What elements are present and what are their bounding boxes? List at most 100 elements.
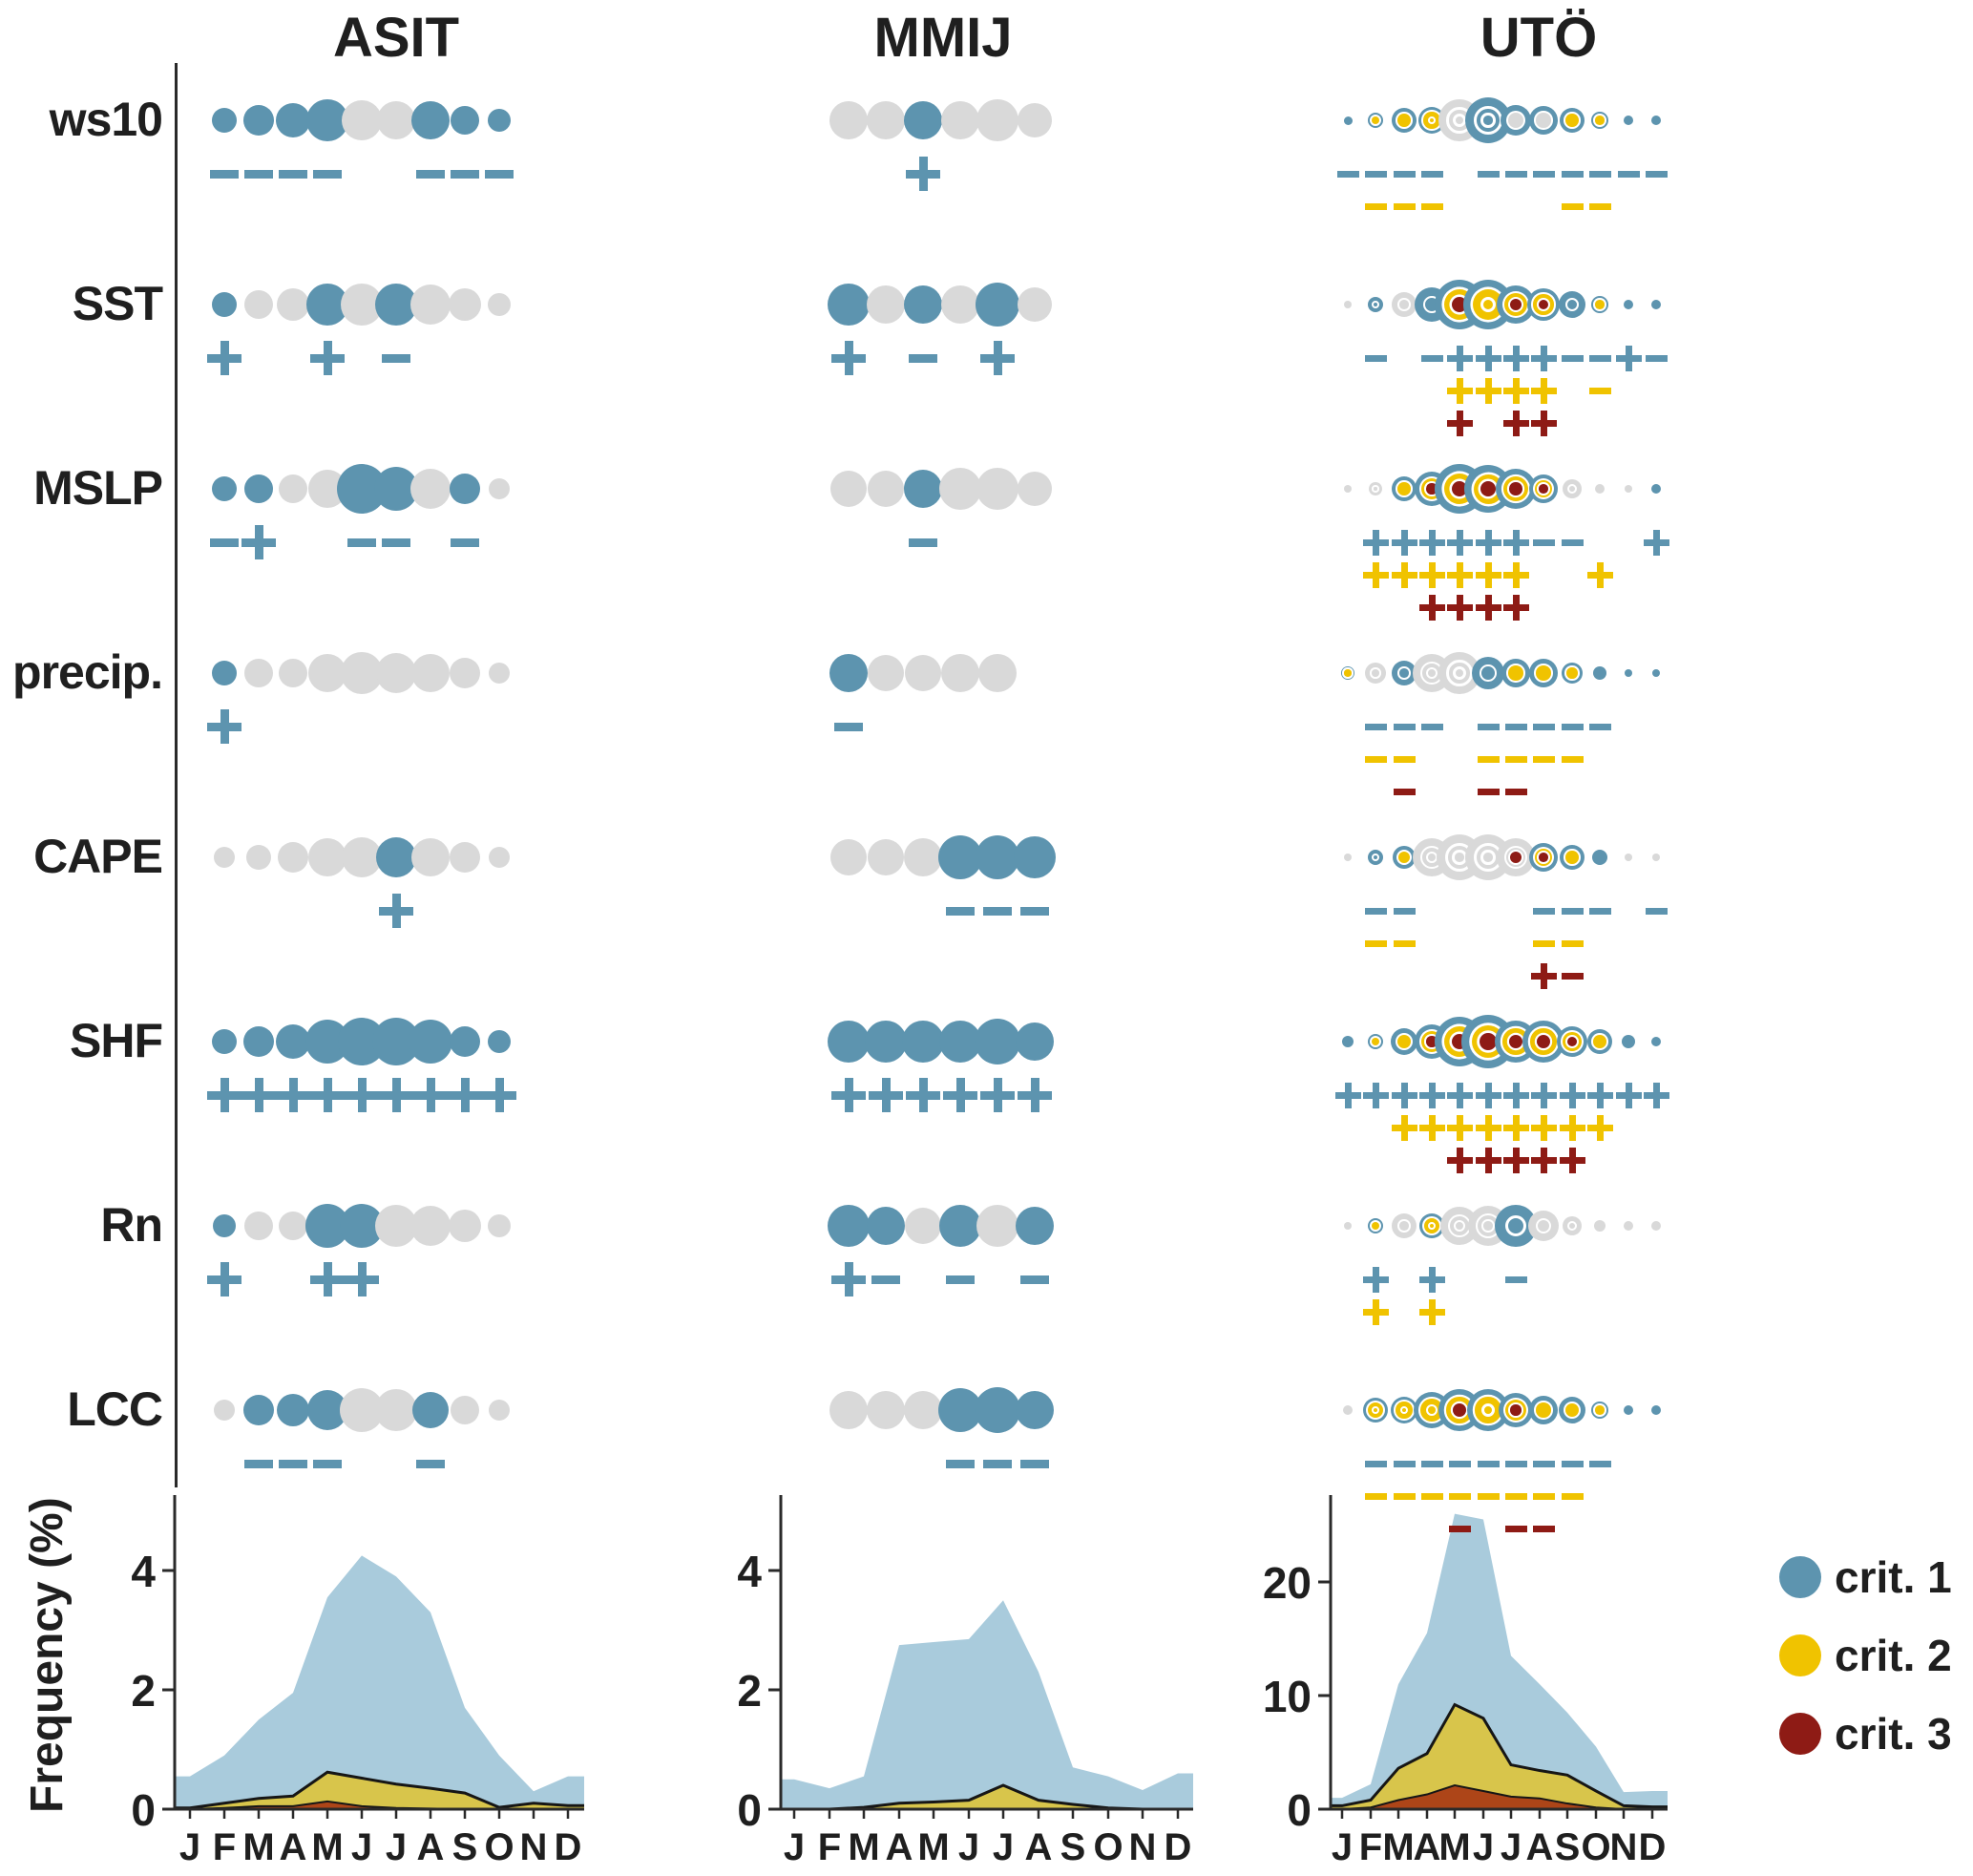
plus-vbar [391, 1078, 401, 1112]
plus-vbar [220, 1078, 229, 1112]
sign-mmij-SHF-m8-plus [1018, 1078, 1052, 1112]
bubble-mmij-precip-m5 [905, 655, 941, 691]
sign-uto-LCC-m1-minus [1364, 1492, 1387, 1500]
sign-uto-ws10-m8-minus [1561, 202, 1584, 210]
bubble-layer-w [1371, 300, 1380, 309]
sign-uto-MSLP-m6-plus [1502, 529, 1529, 556]
sign-uto-SST-m7-plus [1530, 345, 1557, 371]
plus-vbar [1400, 561, 1408, 588]
bubble-uto-precip-m7 [1529, 659, 1558, 687]
crit2-UTO-outline [1331, 1702, 1668, 1809]
month-label-ASIT-9: O [484, 1826, 514, 1868]
bubble-layer-w [1427, 1221, 1437, 1231]
sign-asit-SHF-m6-plus [379, 1078, 413, 1112]
sign-uto-ws10-m3-minus [1420, 170, 1443, 178]
sign-uto-SHF-m4-plus [1446, 1082, 1473, 1108]
bubble-layer-y [1595, 300, 1605, 309]
bubble-layer-w [1371, 1405, 1380, 1415]
sign-uto-CAPE-m11-minus [1645, 907, 1668, 915]
bubble-uto-CAPE-m8 [1560, 845, 1585, 870]
sign-asit-SST-m4-plus [310, 341, 345, 375]
ytick-label-UTO-0: 0 [1287, 1785, 1312, 1835]
sign-uto-CAPE-m9-minus [1588, 907, 1611, 915]
plus-vbar [993, 341, 1002, 375]
bubble-layer-r [1451, 480, 1468, 497]
sign-uto-LCC-m8-minus [1561, 1460, 1584, 1467]
sign-asit-LCC-m7-minus [416, 1459, 445, 1468]
sign-uto-CAPE-m2-minus [1393, 939, 1416, 947]
y-axis-label: Frequency (%) [22, 1497, 73, 1814]
crit2-ASIT-area [175, 1772, 584, 1809]
bubble-mmij-SST-m5 [904, 285, 942, 324]
bubble-uto-ws10-m8 [1560, 108, 1585, 133]
month-label-ASIT-2: M [242, 1826, 275, 1868]
bubble-mmij-SHF-m6 [939, 1021, 981, 1063]
month-label-UTO-6: J [1500, 1826, 1522, 1868]
sign-uto-precip-m5-minus [1477, 788, 1500, 795]
sign-asit-MSLP-m1-minus [210, 538, 239, 547]
bubble-asit-SHF-m9 [488, 1030, 511, 1053]
plus-vbar [1400, 1082, 1408, 1108]
sign-asit-ws10-m2-minus [244, 169, 273, 179]
sign-uto-SHF-m8-plus [1559, 1082, 1585, 1108]
sign-asit-SHF-m7-plus [413, 1078, 448, 1112]
bubble-mmij-CAPE-m3 [830, 839, 867, 875]
bubble-layer-r [1509, 298, 1522, 311]
bubble-asit-MSLP-m8 [450, 474, 480, 504]
bubble-mmij-ws10-m3 [829, 101, 868, 139]
bubble-layer-w [1397, 1219, 1411, 1233]
sign-uto-SHF-m8-plus [1559, 1114, 1585, 1141]
plus-vbar [1512, 345, 1520, 371]
sign-uto-ws10-m2-minus [1393, 202, 1416, 210]
month-label-ASIT-4: M [311, 1826, 344, 1868]
bubble-mmij-LCC-m5 [904, 1391, 942, 1429]
bubble-uto-SST-m1 [1368, 297, 1383, 312]
sign-uto-SST-m7-plus [1530, 410, 1557, 436]
sign-asit-ws10-m1-minus [210, 169, 239, 179]
plus-vbar [1540, 377, 1547, 404]
sign-uto-ws10-m5-minus [1477, 170, 1500, 178]
sign-asit-MSLP-m6-minus [382, 538, 410, 547]
bubble-asit-LCC-m7 [412, 1392, 449, 1428]
sign-asit-Rn-m5-plus [345, 1262, 379, 1296]
bubble-layer-w [1372, 485, 1379, 493]
plus-vbar [1428, 1298, 1436, 1325]
bubble-asit-MSLP-m1 [212, 476, 237, 501]
bubble-asit-ws10-m8 [451, 106, 479, 135]
bubble-uto-SHF-m10 [1622, 1035, 1635, 1048]
plus-vbar [1456, 377, 1463, 404]
bubble-uto-Rn-m1 [1368, 1218, 1383, 1233]
sign-mmij-CAPE-m8-minus [1020, 906, 1049, 916]
bubble-uto-precip-m8 [1562, 663, 1583, 684]
plus-vbar [1512, 410, 1520, 436]
row-label-precip: precip. [12, 645, 163, 699]
bubble-asit-precip-m9 [489, 663, 510, 684]
month-label-ASIT-10: N [519, 1826, 548, 1868]
sign-mmij-MSLP-m5-minus [909, 538, 937, 547]
sign-uto-LCC-m8-minus [1561, 1492, 1584, 1500]
ytick-label-ASIT-4: 4 [131, 1547, 156, 1596]
sign-uto-SST-m7-plus [1530, 377, 1557, 404]
month-label-ASIT-8: S [451, 1826, 478, 1868]
bubble-layer-r [1510, 1404, 1522, 1416]
plus-vbar [220, 709, 229, 744]
sign-mmij-Rn-m3-plus [831, 1262, 866, 1296]
plus-vbar [357, 1078, 367, 1112]
sign-asit-precip-m1-plus [207, 709, 241, 744]
sign-uto-ws10-m2-minus [1393, 170, 1416, 178]
bubble-layer-w [1504, 1214, 1527, 1237]
plus-vbar [881, 1078, 891, 1112]
sign-uto-precip-m6-minus [1504, 788, 1527, 795]
bubble-mmij-precip-m6 [941, 654, 979, 692]
bubble-layer-w [1452, 665, 1467, 681]
sign-asit-MSLP-m2-plus [241, 525, 276, 559]
plus-vbar [1512, 529, 1520, 556]
bubble-layer-y [1371, 1037, 1380, 1046]
bubble-uto-MSLP-m7 [1529, 474, 1558, 503]
sign-uto-SST-m5-plus [1475, 345, 1501, 371]
bubble-asit-Rn-m6 [375, 1205, 417, 1247]
bubble-mmij-LCC-m7 [975, 1387, 1020, 1433]
bubble-uto-SST-m2 [1392, 292, 1417, 317]
plus-vbar [494, 1078, 504, 1112]
